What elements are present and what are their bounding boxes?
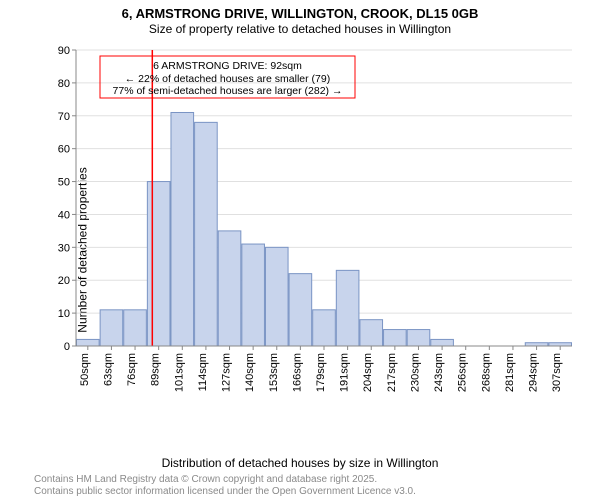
svg-text:70: 70 bbox=[58, 111, 70, 123]
bar bbox=[313, 310, 336, 346]
y-ticks: 0 10 20 30 40 50 60 70 80 90 bbox=[58, 45, 76, 353]
x-axis-label: Distribution of detached houses by size … bbox=[0, 456, 600, 470]
footer-line2: Contains public sector information licen… bbox=[34, 486, 416, 498]
svg-text:140sqm: 140sqm bbox=[244, 353, 256, 392]
svg-text:268sqm: 268sqm bbox=[480, 353, 492, 392]
chart-container: 6, ARMSTRONG DRIVE, WILLINGTON, CROOK, D… bbox=[0, 0, 600, 500]
chart-svg: 0 10 20 30 40 50 60 70 80 90 50sqm 63sqm 76sqm 89sqm… bbox=[48, 44, 578, 402]
bar bbox=[147, 182, 170, 346]
svg-text:10: 10 bbox=[58, 308, 70, 320]
svg-text:166sqm: 166sqm bbox=[291, 353, 303, 392]
svg-text:256sqm: 256sqm bbox=[457, 353, 469, 392]
bars bbox=[77, 112, 572, 346]
svg-text:191sqm: 191sqm bbox=[339, 353, 351, 392]
chart-title: 6, ARMSTRONG DRIVE, WILLINGTON, CROOK, D… bbox=[0, 6, 600, 21]
svg-text:50: 50 bbox=[58, 177, 70, 189]
svg-text:76sqm: 76sqm bbox=[126, 353, 138, 386]
svg-text:127sqm: 127sqm bbox=[221, 353, 233, 392]
chart-subtitle: Size of property relative to detached ho… bbox=[0, 22, 600, 36]
bar bbox=[218, 231, 241, 346]
bar bbox=[100, 310, 123, 346]
bar bbox=[407, 330, 430, 346]
svg-text:89sqm: 89sqm bbox=[150, 353, 162, 386]
plot-area: 0 10 20 30 40 50 60 70 80 90 50sqm 63sqm 76sqm 89sqm… bbox=[48, 44, 578, 402]
svg-text:90: 90 bbox=[58, 45, 70, 57]
annotation: 6 ARMSTRONG DRIVE: 92sqm ← 22% of detach… bbox=[100, 56, 355, 98]
svg-text:40: 40 bbox=[58, 209, 70, 221]
svg-text:294sqm: 294sqm bbox=[528, 353, 540, 392]
svg-text:63sqm: 63sqm bbox=[102, 353, 114, 386]
bar bbox=[336, 270, 359, 346]
bar bbox=[360, 320, 383, 346]
svg-text:50sqm: 50sqm bbox=[79, 353, 91, 386]
svg-text:114sqm: 114sqm bbox=[197, 353, 209, 391]
svg-text:307sqm: 307sqm bbox=[551, 353, 563, 392]
bar bbox=[171, 112, 194, 346]
svg-text:30: 30 bbox=[58, 242, 70, 254]
svg-text:60: 60 bbox=[58, 144, 70, 156]
svg-text:0: 0 bbox=[64, 341, 70, 353]
bar bbox=[195, 122, 218, 346]
svg-text:204sqm: 204sqm bbox=[362, 353, 374, 392]
bar bbox=[265, 247, 288, 346]
svg-text:217sqm: 217sqm bbox=[386, 353, 398, 392]
footer-line1: Contains HM Land Registry data © Crown c… bbox=[34, 474, 416, 486]
bar bbox=[242, 244, 265, 346]
svg-text:101sqm: 101sqm bbox=[173, 353, 185, 392]
footer: Contains HM Land Registry data © Crown c… bbox=[34, 474, 416, 498]
svg-text:20: 20 bbox=[58, 275, 70, 287]
annotation-line2: ← 22% of detached houses are smaller (79… bbox=[125, 73, 330, 85]
bar bbox=[77, 339, 100, 346]
svg-text:153sqm: 153sqm bbox=[268, 353, 280, 392]
bar bbox=[124, 310, 147, 346]
svg-text:179sqm: 179sqm bbox=[315, 353, 327, 392]
svg-text:80: 80 bbox=[58, 78, 70, 90]
svg-text:230sqm: 230sqm bbox=[409, 353, 421, 392]
annotation-line3: 77% of semi-detached houses are larger (… bbox=[113, 85, 343, 97]
svg-text:243sqm: 243sqm bbox=[433, 353, 445, 392]
bar bbox=[431, 339, 454, 346]
annotation-line1: 6 ARMSTRONG DRIVE: 92sqm bbox=[153, 60, 302, 72]
bar bbox=[289, 274, 312, 346]
x-ticks: 50sqm 63sqm 76sqm 89sqm 101sqm 114sqm 127sqm 14… bbox=[79, 346, 563, 392]
svg-text:281sqm: 281sqm bbox=[504, 353, 516, 392]
bar bbox=[384, 330, 407, 346]
